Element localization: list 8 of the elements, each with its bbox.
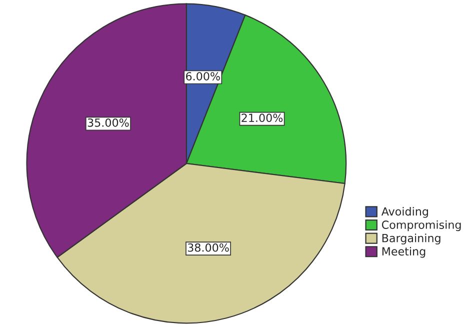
data-label: 38.00%	[188, 243, 229, 252]
legend-label: Bargaining	[382, 234, 440, 244]
legend-label: Meeting	[382, 246, 426, 258]
legend-label: Avoiding	[381, 207, 428, 218]
legend-label: Compromising	[382, 220, 461, 232]
data-label: 35.00%	[88, 118, 129, 127]
data-label: 21.00%	[242, 114, 283, 122]
data-label: 6.00%	[186, 72, 220, 80]
